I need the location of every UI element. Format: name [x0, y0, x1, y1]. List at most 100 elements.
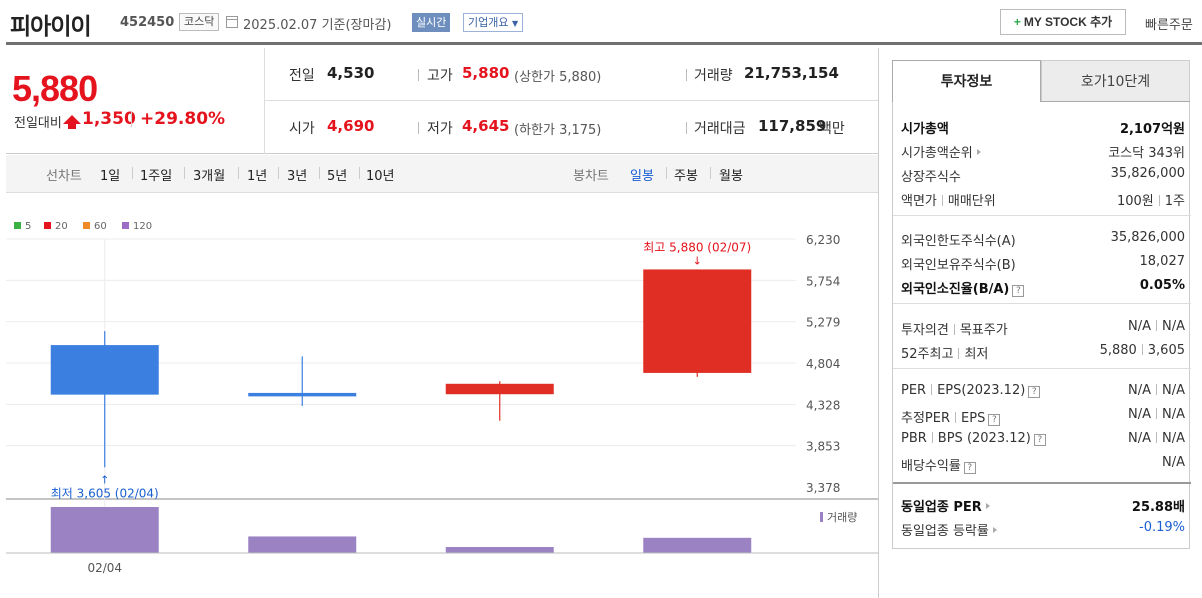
- candle-chart-svg: 5 20 60 120 6,230 5,754 5,279 4,804 4,328 3,853 3,…: [6, 221, 878, 575]
- est-eps-value: N/A: [1162, 407, 1185, 422]
- stock-header: 피아이이 452450 코스닥 2025.02.07 기준(장마감) 실시간 기…: [0, 0, 1202, 44]
- candle-body: [643, 269, 752, 373]
- eps-value: N/A: [1162, 383, 1185, 398]
- legend-swatch: [44, 222, 51, 229]
- par-value: 100원: [1116, 194, 1154, 209]
- tab-investment-info[interactable]: 투자정보: [892, 60, 1041, 102]
- per-label: PER: [901, 383, 927, 398]
- opinion-value: N/A: [1128, 319, 1151, 334]
- bps-value: N/A: [1162, 431, 1185, 446]
- info-row[interactable]: 시가총액순위 코스닥 343위: [901, 140, 1185, 162]
- info-row: 투자의견 목표주가 N/A N/A: [901, 317, 1185, 339]
- period-monthly[interactable]: 월봉: [719, 169, 743, 184]
- dividend-label: 배당수익률: [901, 459, 961, 474]
- add-mystock-label: MY STOCK 추가: [1023, 15, 1113, 29]
- per-value: N/A: [1128, 383, 1151, 398]
- info-row: 추정PER EPS? N/A N/A: [901, 405, 1185, 427]
- info-row[interactable]: 동일업종 PER 25.88배: [901, 494, 1185, 516]
- help-icon[interactable]: ?: [1033, 434, 1046, 446]
- week52-high-value: 5,880: [1099, 343, 1137, 358]
- foreign-hold-value: 18,027: [1139, 254, 1186, 269]
- y-tick-label: 4,804: [806, 357, 840, 371]
- candle-body: [445, 383, 554, 395]
- help-icon[interactable]: ?: [1012, 285, 1025, 297]
- period-divider: [132, 167, 133, 179]
- arrow-up-icon: [63, 115, 81, 129]
- volume-legend-label: 거래량: [827, 511, 857, 524]
- foreign-limit-value: 35,826,000: [1110, 230, 1185, 245]
- volume-bar: [643, 537, 752, 553]
- period-3y[interactable]: 3년: [287, 169, 308, 184]
- help-icon[interactable]: ?: [988, 414, 1001, 426]
- line-chart-label: 선차트: [46, 169, 82, 184]
- trade-value-unit: 백만: [819, 121, 845, 137]
- price-row-divider: [264, 100, 878, 101]
- info-row: 상장주식수 35,826,000: [901, 164, 1185, 186]
- period-5y[interactable]: 5년: [327, 169, 348, 184]
- help-icon[interactable]: ?: [1028, 386, 1041, 398]
- realtime-button[interactable]: 실시간: [412, 13, 451, 32]
- period-1d[interactable]: 1일: [100, 169, 121, 184]
- trade-value: 117,859: [758, 117, 827, 135]
- legend-swatch: [122, 222, 129, 229]
- stock-name: 피아이이: [10, 14, 92, 40]
- low-value: 4,645: [462, 117, 510, 135]
- period-10y[interactable]: 10년: [366, 169, 395, 184]
- foreign-hold-label: 외국인보유주식수(B): [901, 258, 1016, 273]
- chevron-right-icon: [992, 527, 997, 533]
- volume-bar: [445, 547, 554, 553]
- corp-info-dropdown[interactable]: 기업개요 ▼: [463, 13, 524, 32]
- period-weekly[interactable]: 주봉: [674, 169, 698, 184]
- cell-divider: [418, 69, 419, 81]
- y-tick-label: 6,230: [806, 233, 840, 247]
- sector-per-value: 25.88배: [1131, 500, 1185, 515]
- foreign-ratio-value: 0.05%: [1139, 278, 1185, 293]
- volume-label: 거래량: [694, 68, 733, 84]
- period-daily[interactable]: 일봉: [630, 169, 654, 184]
- dividend-value: N/A: [1162, 455, 1185, 470]
- cell-divider: [686, 69, 687, 81]
- est-per-label: 추정PER: [901, 411, 951, 426]
- period-1y[interactable]: 1년: [247, 169, 268, 184]
- quick-order-button[interactable]: 빠른주문: [1145, 18, 1193, 33]
- high-label: 고가: [427, 68, 453, 84]
- investment-info-body: 시가총액 2,107억원 시가총액순위 코스닥 343위 상장주식수 35,82…: [892, 102, 1191, 549]
- help-icon[interactable]: ?: [963, 462, 976, 474]
- week52-low-label: 최저: [964, 347, 989, 362]
- current-price: 5,880: [12, 68, 98, 109]
- y-tick-label: 3,378: [806, 481, 840, 495]
- foreign-limit-label: 외국인한도주식수(A): [901, 234, 1016, 249]
- period-divider: [666, 167, 667, 179]
- open-value: 4,690: [327, 117, 375, 135]
- calendar-icon: [226, 16, 238, 28]
- candle-chart-label: 봉차트: [573, 169, 609, 184]
- arrow-up-icon: ↑: [100, 473, 109, 486]
- investment-panel: 투자정보 호가10단계 시가총액 2,107억원 시가총액순위 코스닥 343위…: [892, 60, 1192, 550]
- min-price-label: 최저 3,605 (02/04): [51, 486, 159, 500]
- candle-body: [50, 345, 159, 395]
- volume-bar: [248, 536, 357, 553]
- market-badge: 코스닥: [179, 13, 220, 31]
- period-1w[interactable]: 1주일: [140, 169, 173, 184]
- tab-orderbook[interactable]: 호가10단계: [1041, 60, 1190, 102]
- week52-high-label: 52주최고: [901, 347, 954, 362]
- candle-chart[interactable]: 5 20 60 120 6,230 5,754 5,279 4,804 4,328 3,853 3,…: [6, 205, 878, 598]
- legend-label: 5: [25, 221, 31, 232]
- listed-shares-value: 35,826,000: [1110, 166, 1185, 181]
- period-3m[interactable]: 3개월: [193, 169, 226, 184]
- section-divider: [893, 215, 1191, 216]
- info-row[interactable]: 동일업종 등락률 -0.19%: [901, 518, 1185, 540]
- cell-divider: [418, 122, 419, 134]
- opinion-label: 투자의견: [901, 323, 949, 338]
- foreign-ratio-label: 외국인소진율(B/A): [901, 282, 1010, 297]
- period-divider: [238, 167, 239, 179]
- legend-label: 60: [94, 221, 107, 232]
- candle-body: [248, 392, 357, 397]
- info-row: 외국인보유주식수(B) 18,027: [901, 252, 1185, 274]
- add-mystock-button[interactable]: + MY STOCK 추가: [1000, 9, 1126, 35]
- open-label: 시가: [289, 121, 315, 137]
- low-label: 저가: [427, 121, 453, 137]
- cell-divider: [686, 122, 687, 134]
- lower-limit: (하한가 3,175): [514, 123, 602, 138]
- period-divider: [278, 167, 279, 179]
